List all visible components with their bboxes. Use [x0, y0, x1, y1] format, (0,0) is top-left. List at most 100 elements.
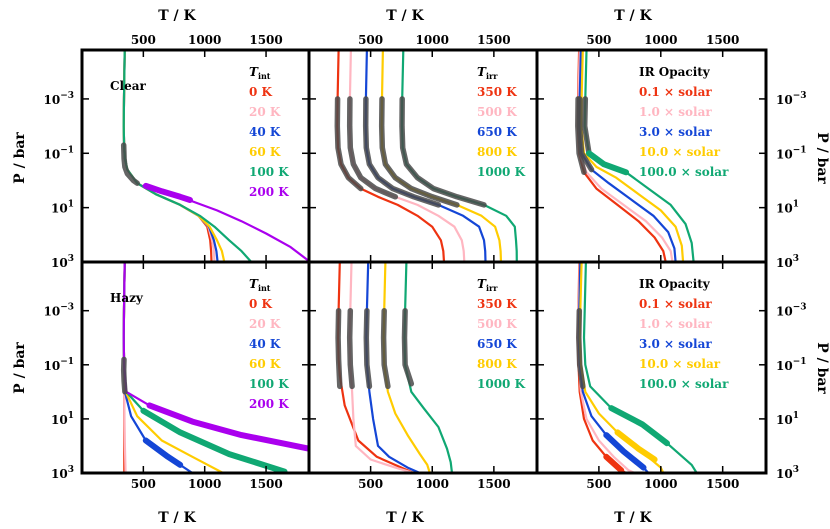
x-tick-label: 500 — [358, 33, 383, 47]
thick-segment-blue — [142, 437, 184, 468]
legend-entry: 500 K — [477, 105, 517, 119]
overlay-segment — [335, 307, 343, 390]
y-tick-label: 10−3 — [776, 303, 807, 319]
legend-entry: 20 K — [249, 105, 281, 119]
overlay-segment — [378, 96, 460, 208]
legend-entry: 0.1 × solar — [639, 85, 712, 99]
overlay-segment — [362, 96, 442, 208]
legend-entry: 200 K — [249, 185, 289, 199]
legend-title: IR Opacity — [639, 277, 711, 291]
y-tick-label: 101 — [51, 411, 74, 427]
x-tick-label: 1000 — [644, 33, 677, 47]
y-tick-label: 10−1 — [43, 145, 74, 161]
panel-bottom-right — [576, 262, 698, 473]
right-y-axis-label: P / bar — [814, 342, 830, 394]
legend-entry: 800 K — [477, 145, 517, 159]
legend-title: Tirr — [477, 277, 498, 293]
overlay-segment — [576, 307, 586, 390]
x-tick-label: 1000 — [644, 477, 677, 491]
panel-top-left — [120, 50, 309, 262]
legend-entry: 100.0 × solar — [639, 165, 729, 179]
panel-frames — [80, 48, 768, 475]
legend-entry: 40 K — [249, 337, 281, 351]
legend-entry: 500 K — [477, 317, 517, 331]
y-tick-label: 101 — [776, 411, 799, 427]
y-tick-label: 103 — [51, 254, 74, 270]
legend-entry: 60 K — [249, 357, 281, 371]
legends: Clear Tint 0 K 20 K 40 K 60 K 100 K 200 K Tirr 35… — [110, 65, 729, 411]
x-tick-label: 1500 — [706, 477, 739, 491]
overlay-segment — [380, 307, 391, 390]
y-tick-label: 10−3 — [43, 303, 74, 319]
thick-segment-purple — [142, 182, 193, 203]
legend-entry: 0.1 × solar — [639, 297, 712, 311]
y-tick-label: 10−1 — [776, 145, 807, 161]
x-tick-label: 1000 — [416, 33, 449, 47]
legend-entry: 800 K — [477, 357, 517, 371]
thick-segment-green — [586, 150, 630, 176]
legend-entry: 10.0 × solar — [639, 357, 721, 371]
legend-entry: 40 K — [249, 125, 281, 139]
overlay-segment — [576, 96, 595, 173]
legend-entry: 20 K — [249, 317, 281, 331]
legend-title: Tint — [249, 277, 271, 293]
panel-top-middle — [334, 50, 518, 262]
legend-entry: 350 K — [477, 297, 517, 311]
x-tick-label: 1500 — [477, 33, 510, 47]
legend-entry: 0 K — [249, 297, 273, 311]
thick-segment-yellow — [614, 429, 658, 463]
x-tick-label: 1000 — [188, 33, 221, 47]
y-tick-label: 103 — [776, 465, 799, 481]
x-tick-label: 1000 — [416, 477, 449, 491]
series-line-purple — [122, 262, 309, 450]
y-tick-label: 101 — [51, 200, 74, 216]
overlay-segment — [334, 96, 364, 192]
x-tick-label: 500 — [131, 33, 156, 47]
right-y-axis-label: P / bar — [814, 132, 830, 184]
panel-label: Hazy — [110, 291, 144, 305]
legend-entry: 3.0 × solar — [639, 125, 712, 139]
legend-title: Tirr — [477, 65, 498, 81]
legend-entry: 350 K — [477, 85, 517, 99]
overlay-segment — [346, 307, 355, 390]
axis-text: T / K T / K T / K T / K T / K T / K P / … — [12, 8, 830, 526]
overlay-segment — [363, 307, 373, 390]
top-x-axis-label: T / K — [158, 8, 196, 24]
legend-entry: 650 K — [477, 337, 517, 351]
legend-entry: 1.0 × solar — [639, 317, 712, 331]
legend-entry: 1000 K — [477, 165, 526, 179]
left-y-axis-label: P / bar — [12, 342, 28, 394]
panel-bottom-middle — [335, 262, 454, 473]
legend-entry: 100 K — [249, 377, 289, 391]
plot-area — [120, 50, 698, 473]
legend-entry: 100.0 × solar — [639, 377, 729, 391]
panel-top-right — [575, 50, 695, 262]
bottom-x-axis-label: T / K — [614, 510, 652, 526]
overlay-segment — [120, 142, 140, 186]
overlay-segment — [399, 96, 487, 208]
y-tick-label: 10−3 — [43, 91, 74, 107]
legend-entry: 1.0 × solar — [639, 105, 712, 119]
legend-entry: 1000 K — [477, 377, 526, 391]
bottom-x-axis-label: T / K — [386, 510, 424, 526]
legend-title: IR Opacity — [639, 65, 711, 79]
tick-labels: 500 1000 1500 10−3 10−1 101 103 500 1000 1500 500 1… — [43, 33, 806, 491]
x-tick-label: 500 — [358, 477, 383, 491]
thick-segment-green — [140, 407, 288, 473]
legend-entry: 0 K — [249, 85, 273, 99]
thick-segment-blue — [603, 432, 647, 471]
y-tick-label: 10−3 — [776, 91, 807, 107]
overlay-segment — [401, 307, 415, 387]
thick-segment-purple — [146, 402, 309, 452]
legend-entry: 10.0 × solar — [639, 145, 721, 159]
legend-entry: 60 K — [249, 145, 281, 159]
left-y-axis-label: P / bar — [12, 132, 28, 184]
x-tick-label: 1500 — [249, 477, 282, 491]
panel-bottom-left — [120, 262, 309, 473]
bottom-x-axis-label: T / K — [158, 510, 196, 526]
y-tick-label: 103 — [776, 254, 799, 270]
legend-entry: 3.0 × solar — [639, 337, 712, 351]
thick-segment-green — [608, 405, 670, 447]
legend-entry: 200 K — [249, 397, 289, 411]
series-line-blue — [365, 262, 424, 473]
